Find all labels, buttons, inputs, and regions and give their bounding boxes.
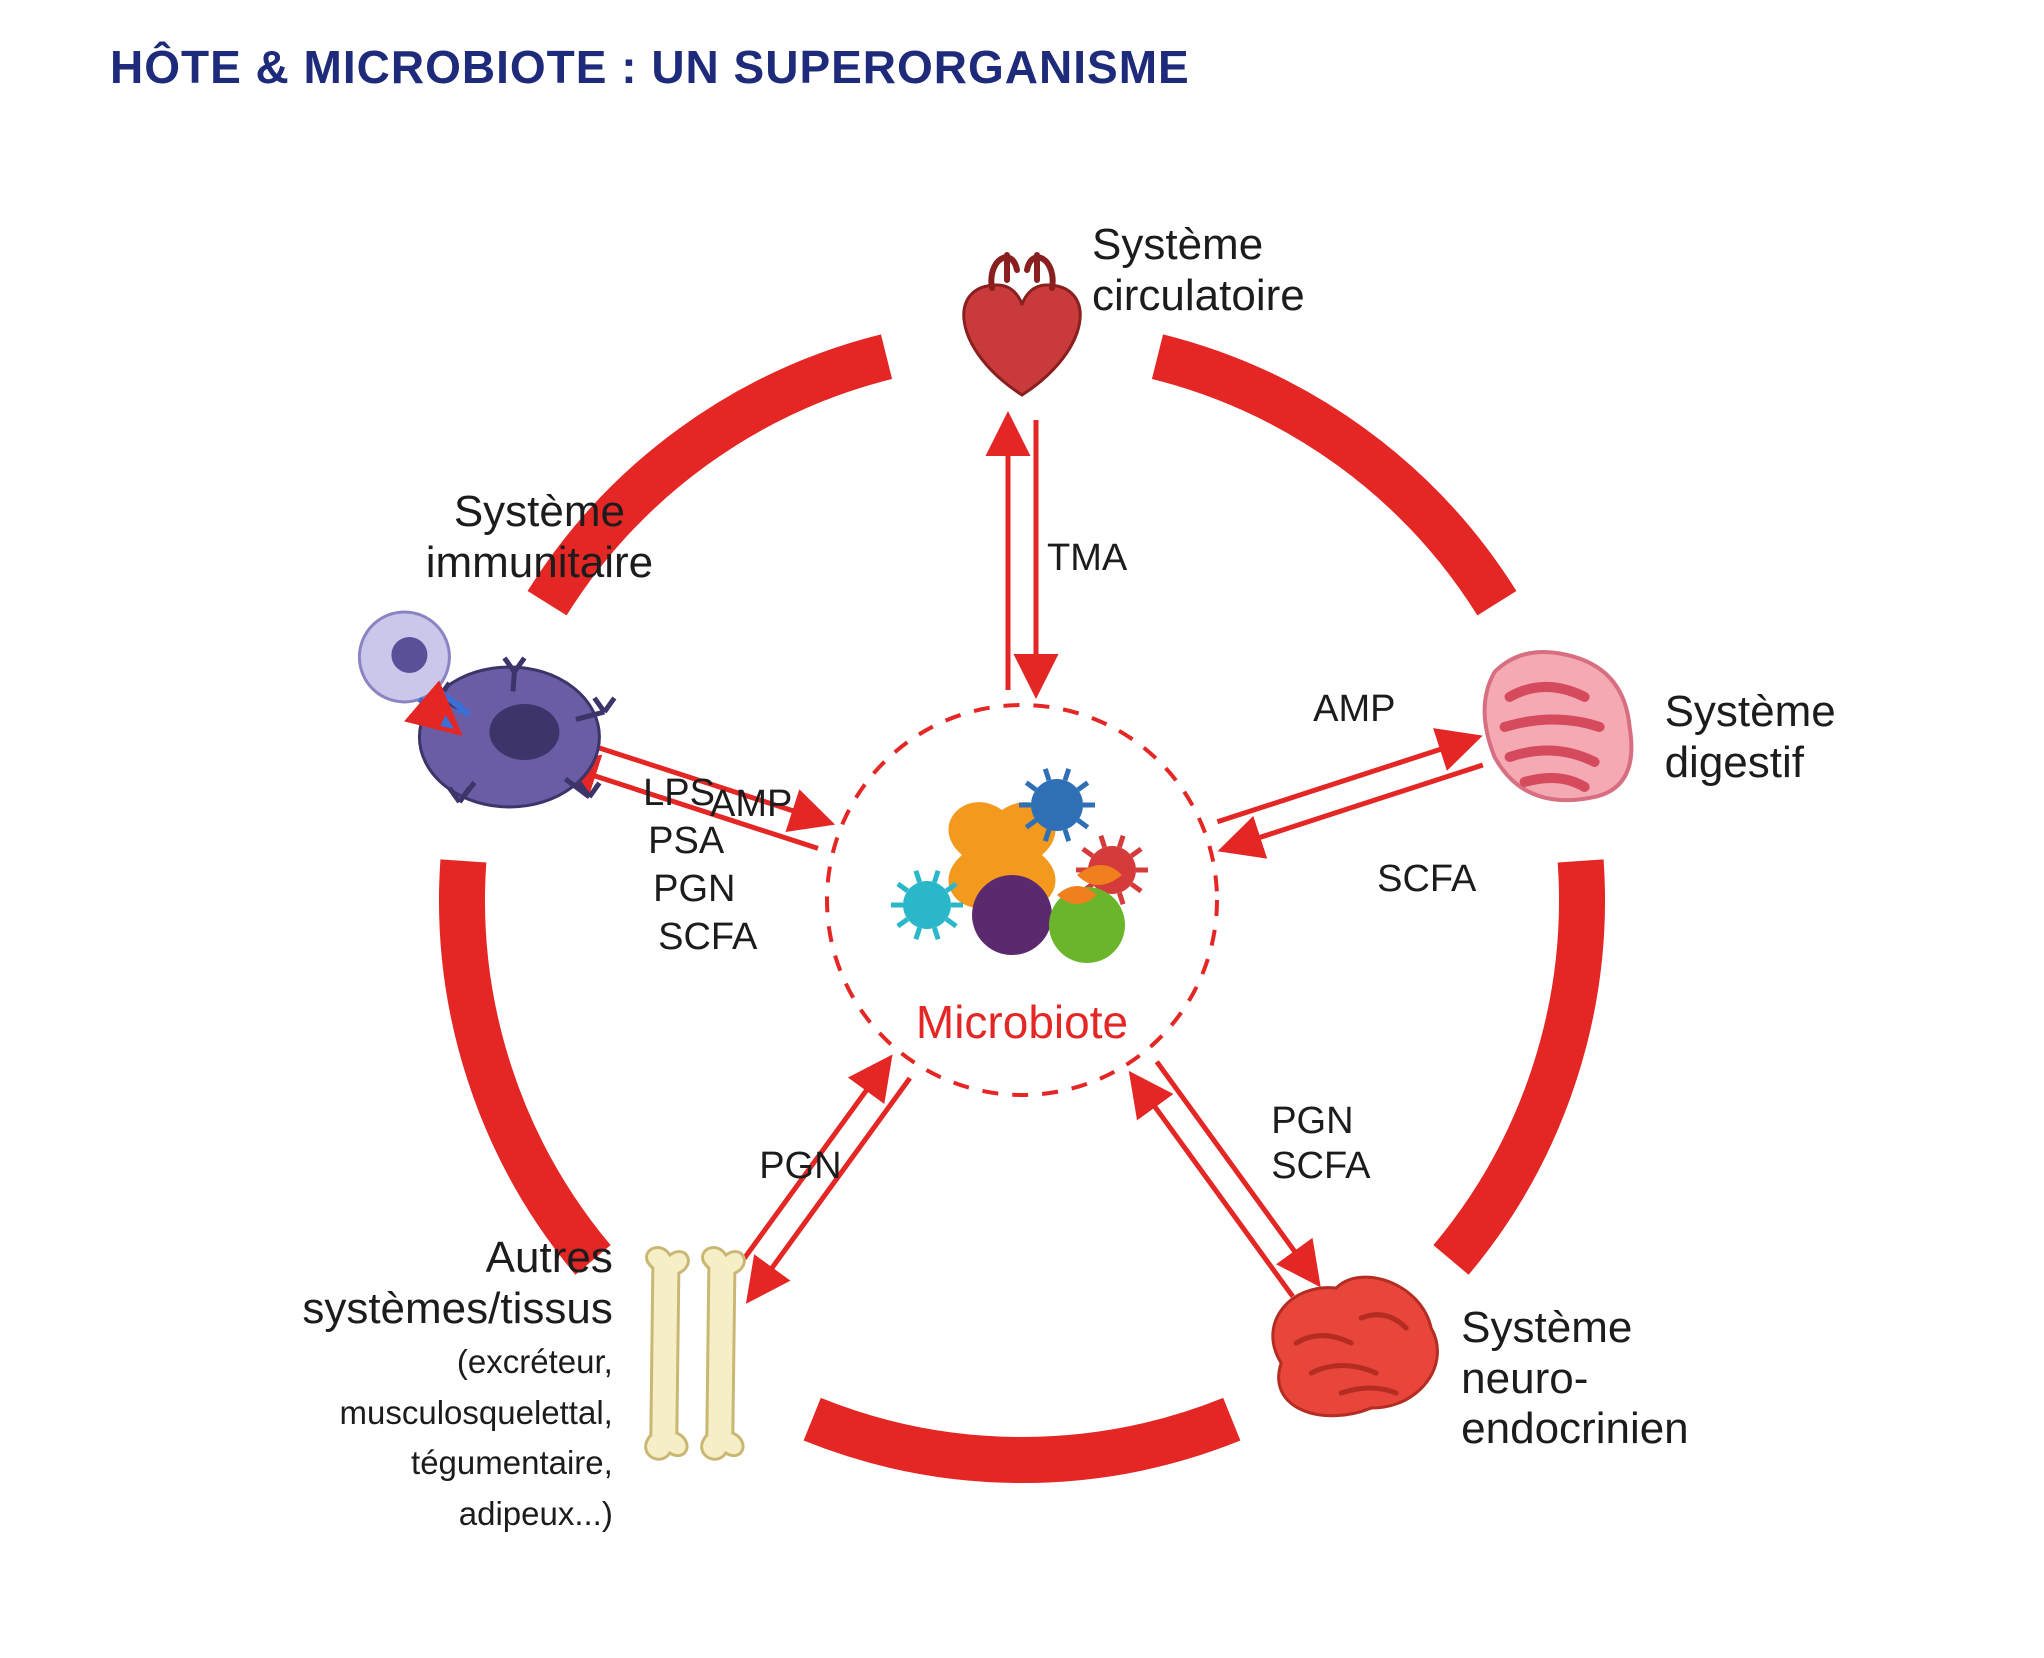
- mol-scfa-neuro: SCFA: [1271, 1143, 1370, 1191]
- ring-arc: [462, 861, 593, 1260]
- mol-amp-dig: AMP: [1313, 686, 1395, 734]
- microbiote-label: Microbiote: [882, 995, 1162, 1049]
- mol-pgn-neuro: PGN: [1271, 1098, 1353, 1146]
- label-digestif: Systèmedigestif: [1665, 687, 2044, 788]
- mol-scfa-imm: SCFA: [658, 914, 757, 962]
- mol-psa: PSA: [648, 818, 724, 866]
- label-immunitaire: Systèmeimmunitaire: [359, 487, 719, 588]
- page: HÔTE & MICROBIOTE : UN SUPERORGANISME Mi…: [0, 0, 2044, 1658]
- label-autres: Autressystèmes/tissus(excréteur,musculos…: [193, 1233, 613, 1537]
- mol-lps: LPS: [643, 770, 715, 818]
- mol-scfa-dig: SCFA: [1377, 856, 1476, 904]
- node-icon-digestif: [1485, 652, 1632, 800]
- arrow-in-neuro: [1134, 1078, 1293, 1296]
- mol-pgn-autres: PGN: [742, 1143, 842, 1191]
- label-circulatoire: Systèmecirculatoire: [1092, 220, 1472, 321]
- node-icon-immunitaire: [359, 612, 614, 807]
- label-neuro: Systèmeneuro-endocrinien: [1461, 1303, 1841, 1455]
- node-icon-circulatoire: [964, 255, 1080, 395]
- node-icon-autres: [646, 1248, 745, 1460]
- ring-arc: [812, 1419, 1232, 1460]
- node-icon-neuro: [1273, 1277, 1438, 1416]
- ring-arc: [1157, 357, 1496, 604]
- mol-pgn-imm: PGN: [653, 866, 735, 914]
- mol-tma: TMA: [1047, 535, 1127, 583]
- ring-arc: [1451, 861, 1582, 1260]
